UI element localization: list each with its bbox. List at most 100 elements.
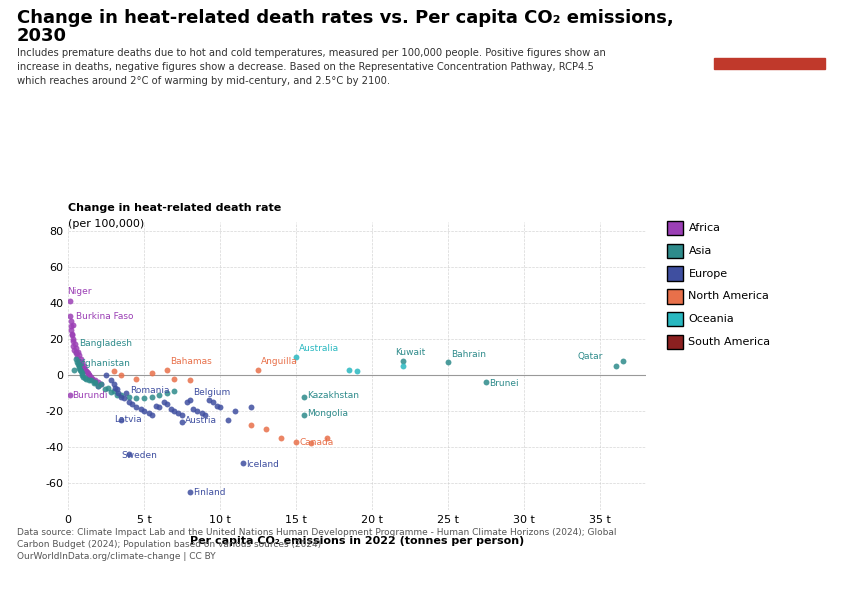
Point [71, 352, 84, 362]
Point [92, 381, 105, 391]
Point [144, 392, 158, 401]
Point [396, 361, 410, 371]
Point [67, 345, 81, 355]
Point [79, 367, 93, 376]
Text: Australia: Australia [299, 344, 339, 353]
Point [160, 399, 173, 409]
Point [73, 365, 87, 374]
Point [82, 370, 96, 380]
Point [79, 374, 93, 383]
Text: Brunei: Brunei [490, 379, 519, 388]
Point [69, 347, 82, 356]
Point [91, 381, 105, 391]
Point [76, 370, 89, 380]
Point [107, 379, 121, 389]
Point [180, 397, 194, 407]
Point [441, 358, 455, 367]
Point [130, 403, 144, 412]
Point [64, 296, 77, 306]
Point [110, 390, 123, 400]
Point [70, 354, 83, 364]
Text: Austria: Austria [185, 416, 217, 425]
Point [75, 368, 88, 378]
X-axis label: Per capita CO₂ emissions in 2022 (tonnes per person): Per capita CO₂ emissions in 2022 (tonnes… [190, 536, 524, 546]
Point [104, 388, 117, 397]
Text: Qatar: Qatar [577, 352, 603, 361]
Point [76, 358, 89, 367]
Point [206, 397, 219, 407]
Point [259, 424, 273, 434]
Point [479, 377, 493, 387]
Point [175, 417, 189, 427]
Point [221, 415, 235, 425]
Text: Data source: Climate Impact Lab and the United Nations Human Development Program: Data source: Climate Impact Lab and the … [17, 528, 616, 560]
Point [73, 359, 87, 369]
Point [72, 363, 86, 373]
Point [160, 365, 173, 374]
Point [297, 410, 310, 419]
Text: South America: South America [688, 337, 771, 347]
Point [82, 376, 96, 385]
Point [165, 404, 178, 414]
Point [275, 433, 288, 443]
Point [71, 358, 84, 367]
Point [142, 408, 156, 418]
Text: Oceania: Oceania [688, 314, 734, 324]
Point [198, 410, 212, 419]
Point [65, 331, 78, 340]
Text: Change in heat-related death rate: Change in heat-related death rate [68, 203, 281, 213]
Point [229, 406, 242, 416]
Point [72, 350, 86, 360]
Point [94, 379, 108, 389]
Bar [714, 58, 824, 69]
Text: Finland: Finland [193, 488, 225, 497]
Point [115, 370, 128, 380]
Point [81, 368, 94, 378]
Point [88, 377, 102, 387]
Point [66, 334, 80, 344]
Point [119, 388, 133, 398]
Text: Kazakhstan: Kazakhstan [307, 391, 359, 400]
Point [65, 329, 79, 338]
Point [115, 392, 128, 401]
Text: Iceland: Iceland [246, 460, 279, 469]
Text: Burundi: Burundi [72, 391, 108, 400]
Text: (per 100,000): (per 100,000) [68, 219, 144, 229]
Point [609, 361, 622, 371]
Point [144, 410, 158, 419]
Point [190, 406, 204, 416]
Point [66, 341, 80, 351]
Point [137, 406, 150, 416]
Text: 2030: 2030 [17, 27, 67, 45]
Point [150, 401, 163, 410]
Text: Burkina Faso: Burkina Faso [76, 312, 133, 321]
Point [86, 374, 99, 383]
Point [117, 394, 131, 403]
Point [304, 439, 318, 448]
Point [98, 385, 111, 394]
Text: Our World: Our World [740, 21, 799, 31]
Text: Bahamas: Bahamas [170, 357, 212, 366]
Point [167, 406, 181, 416]
Point [144, 368, 158, 378]
Point [244, 421, 258, 430]
Point [152, 390, 166, 400]
Text: Afghanistan: Afghanistan [77, 359, 131, 368]
Point [122, 397, 136, 407]
Point [110, 385, 123, 394]
Point [350, 367, 364, 376]
Point [125, 399, 139, 409]
Point [77, 361, 91, 371]
Text: Romania: Romania [130, 386, 170, 395]
Point [111, 388, 125, 398]
Point [79, 365, 93, 374]
Text: in Data: in Data [748, 37, 790, 47]
Point [115, 390, 128, 400]
Point [183, 395, 196, 405]
Point [213, 403, 227, 412]
Point [99, 370, 113, 380]
Point [84, 376, 98, 385]
Text: Anguilla: Anguilla [261, 357, 298, 366]
Point [71, 359, 85, 369]
Point [94, 379, 108, 389]
